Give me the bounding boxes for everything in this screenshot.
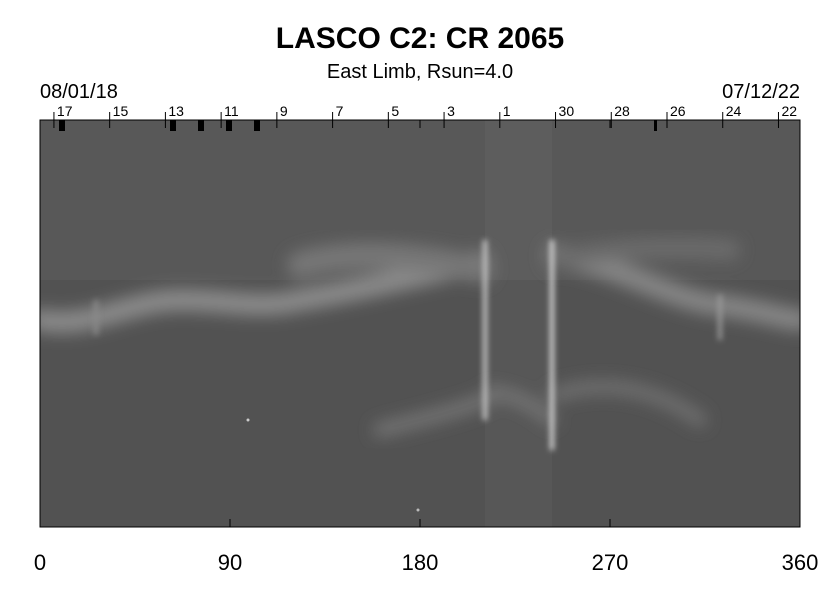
x2-tick-label: 5 xyxy=(391,103,399,119)
x2-tick-label: 9 xyxy=(280,103,288,119)
start-date: 08/01/18 xyxy=(40,81,118,103)
x2-tick-label: 30 xyxy=(559,103,575,119)
x2-tick-label: 3 xyxy=(447,103,455,119)
x2-tick-label: 7 xyxy=(336,103,344,119)
x2-tick-label: 26 xyxy=(670,103,686,119)
x-tick-label: 270 xyxy=(592,550,629,575)
x2-tick-label: 24 xyxy=(726,103,742,119)
x2-tick-label: 15 xyxy=(113,103,129,119)
x2-tick-label: 11 xyxy=(224,103,239,119)
x2-tick-label: 28 xyxy=(614,103,630,119)
chart-subtitle: East Limb, Rsun=4.0 xyxy=(327,61,513,83)
x2-tick-label: 13 xyxy=(168,103,184,119)
synoptic-image xyxy=(40,120,800,527)
x2-tick-label: 22 xyxy=(781,103,797,119)
x-tick-label: 90 xyxy=(218,550,242,575)
x-tick-label: 180 xyxy=(402,550,439,575)
x2-tick-label: 1 xyxy=(503,103,511,119)
x-tick-label: 360 xyxy=(782,550,819,575)
data-gap-marks xyxy=(59,120,657,131)
x2-tick-label: 17 xyxy=(57,103,73,119)
end-date: 07/12/22 xyxy=(722,81,800,103)
chart-title: LASCO C2: CR 2065 xyxy=(276,22,564,55)
x-tick-label: 0 xyxy=(34,550,46,575)
